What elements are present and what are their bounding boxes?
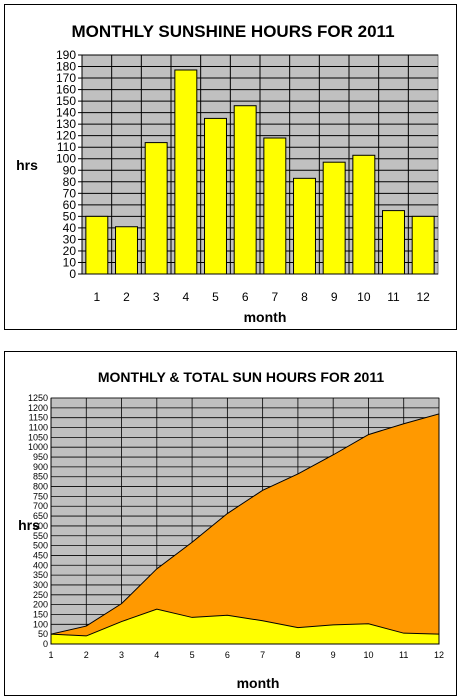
y-tick-label: 50	[63, 209, 77, 223]
y-tick-label: 900	[33, 462, 48, 472]
bar-month-1	[85, 215, 109, 275]
chart-title: MONTHLY & TOTAL SUN HOURS FOR 2011	[98, 369, 384, 385]
x-tick-label: 7	[271, 290, 278, 304]
x-tick-label: 1	[48, 650, 53, 660]
x-tick-label: 4	[182, 290, 189, 304]
y-tick-label: 100	[33, 619, 48, 629]
x-tick-label: 11	[399, 650, 408, 660]
x-tick-label: 8	[295, 650, 300, 660]
y-tick-label: 500	[33, 541, 48, 551]
x-tick-label: 1	[93, 290, 100, 304]
x-axis-title: month	[237, 675, 280, 691]
y-tick-label: 140	[56, 106, 76, 120]
x-tick-label: 9	[331, 290, 338, 304]
x-tick-label: 10	[363, 650, 373, 660]
cumulative-total-area	[50, 413, 440, 645]
monthly-sunshine-bar-chart: MONTHLY SUNSHINE HOURS FOR 2011 hrs mont…	[16, 22, 439, 325]
y-tick-label: 60	[63, 198, 77, 212]
y-tick-label: 700	[33, 501, 48, 511]
y-tick-label: 0	[69, 267, 76, 281]
bar-month-11	[382, 210, 405, 275]
y-tick-label: 450	[33, 550, 48, 560]
y-tick-label: 1250	[28, 393, 48, 403]
y-tick-label: 350	[33, 570, 48, 580]
y-tick-label: 250	[33, 590, 48, 600]
y-tick-label: 130	[56, 117, 76, 131]
bar-month-12	[411, 215, 435, 275]
y-tick-label: 190	[56, 48, 76, 62]
y-tick-label: 90	[63, 163, 77, 177]
x-tick-label: 2	[84, 650, 89, 660]
y-tick-label: 1100	[29, 423, 48, 433]
x-tick-label: 6	[242, 290, 249, 304]
x-tick-label: 10	[357, 290, 371, 304]
bar-month-4	[174, 69, 198, 275]
y-tick-label: 750	[33, 491, 48, 501]
y-tick-label: 600	[33, 521, 48, 531]
y-tick-label: 950	[33, 452, 48, 462]
y-tick-label: 30	[63, 232, 77, 246]
x-tick-label: 5	[212, 290, 219, 304]
x-tick-label: 6	[225, 650, 230, 660]
y-tick-label: 650	[33, 511, 48, 521]
x-tick-label: 9	[331, 650, 336, 660]
bar-month-9	[322, 161, 346, 275]
y-tick-label: 1150	[29, 413, 48, 423]
y-tick-label: 110	[57, 140, 76, 154]
x-tick-label: 8	[301, 290, 308, 304]
x-tick-label: 4	[154, 650, 159, 660]
y-tick-label: 160	[56, 83, 76, 97]
bar-month-7	[263, 137, 287, 275]
y-tick-label: 0	[43, 639, 48, 649]
y-tick-label: 150	[56, 94, 76, 108]
y-tick-label: 40	[63, 221, 77, 235]
x-tick-label: 3	[153, 290, 160, 304]
y-tick-label: 550	[33, 531, 48, 541]
y-tick-label: 150	[33, 609, 48, 619]
y-tick-label: 300	[33, 580, 48, 590]
y-tick-label: 80	[63, 175, 77, 189]
y-tick-label: 200	[33, 600, 48, 610]
y-tick-label: 70	[63, 186, 77, 200]
y-tick-label: 400	[33, 560, 48, 570]
x-axis-title: month	[244, 309, 287, 325]
x-tick-label: 2	[123, 290, 130, 304]
y-tick-label: 20	[63, 244, 77, 258]
y-tick-label: 1200	[28, 403, 48, 413]
bar-month-8	[293, 177, 316, 275]
y-tick-label: 850	[33, 472, 48, 482]
x-tick-label: 11	[387, 290, 400, 304]
x-tick-label: 7	[260, 650, 265, 660]
y-axis-title: hrs	[16, 157, 38, 173]
monthly-hours-area	[50, 608, 440, 645]
total-sun-hours-chart-panel: MONTHLY & TOTAL SUN HOURS FOR 2011 hrs m…	[4, 351, 457, 696]
y-tick-label: 100	[56, 152, 76, 166]
x-tick-label: 12	[434, 650, 444, 660]
bar-month-6	[233, 105, 257, 275]
bar-month-3	[144, 142, 168, 275]
y-tick-label: 120	[56, 129, 76, 143]
chart-title: MONTHLY SUNSHINE HOURS FOR 2011	[71, 22, 394, 41]
y-tick-label: 800	[33, 482, 48, 492]
x-tick-label: 5	[190, 650, 195, 660]
monthly-sunshine-chart-panel: MONTHLY SUNSHINE HOURS FOR 2011 hrs mont…	[4, 4, 457, 330]
bar-month-10	[352, 154, 376, 275]
y-tick-label: 180	[56, 60, 76, 74]
x-tick-label: 3	[119, 650, 124, 660]
y-tick-label: 1050	[28, 432, 48, 442]
y-tick-label: 170	[56, 71, 76, 85]
bar-month-2	[115, 226, 138, 275]
x-tick-label: 12	[416, 290, 430, 304]
y-tick-label: 10	[63, 255, 77, 269]
total-sun-hours-area-chart: MONTHLY & TOTAL SUN HOURS FOR 2011 hrs m…	[18, 369, 444, 691]
y-axis-title: hrs	[18, 517, 40, 533]
y-tick-label: 1000	[28, 442, 48, 452]
y-tick-label: 50	[38, 629, 48, 639]
bar-month-5	[204, 117, 227, 275]
